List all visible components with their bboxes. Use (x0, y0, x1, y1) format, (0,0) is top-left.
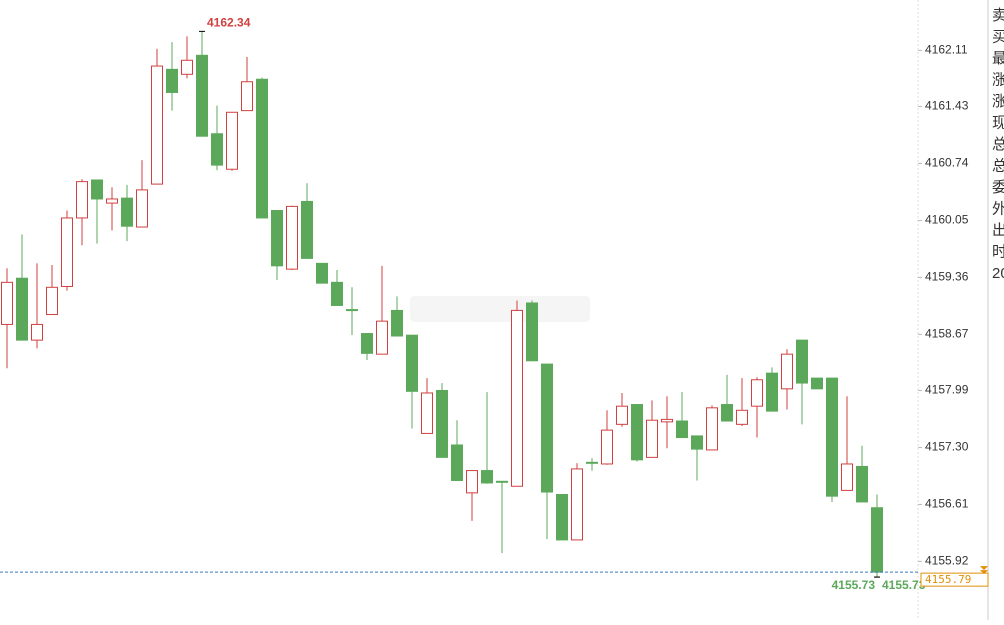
candle-body (751, 379, 763, 407)
candle-body (211, 133, 223, 166)
y-tick-label: 4158.67 (925, 327, 969, 341)
candle-body (226, 111, 238, 170)
candle-body (631, 404, 643, 461)
side-panel-label: 委 (992, 179, 1004, 196)
candle-body (481, 470, 493, 484)
side-panel-label: 出 (992, 222, 1004, 239)
candle-body (796, 339, 808, 384)
candle-body (301, 200, 313, 259)
candle-body (376, 320, 388, 355)
candle-body (241, 81, 253, 112)
y-tick-label: 4160.74 (925, 156, 969, 170)
y-tick-label: 4162.11 (925, 43, 968, 57)
candle-body (121, 197, 133, 227)
side-panel-label: 20 (992, 265, 1004, 282)
side-panel-label: 现 (992, 114, 1004, 131)
side-panel-label: 时 (992, 243, 1004, 260)
last-price-arrow (980, 566, 988, 575)
candle-body (91, 179, 103, 200)
y-tick-label: 4157.99 (925, 383, 969, 397)
y-tick-label: 4160.05 (925, 213, 969, 227)
candle-body (616, 405, 628, 425)
candle-body (586, 461, 598, 464)
candle-body (196, 54, 208, 137)
candle-body (181, 59, 193, 75)
blurred-overlay (410, 296, 590, 322)
candle-body (691, 435, 703, 450)
candle-body (31, 323, 43, 341)
candle-body (286, 205, 298, 270)
candle-body (541, 363, 553, 493)
candle-body (436, 389, 448, 458)
candle-body (46, 286, 58, 316)
y-tick-label: 4156.61 (925, 497, 969, 511)
low-label: 4155.73 (832, 578, 876, 592)
candle-body (676, 420, 688, 439)
candle-body (271, 210, 283, 267)
candle-body (166, 68, 178, 93)
side-panel-label: 涨 (992, 71, 1004, 88)
candle-body (76, 181, 88, 219)
last-price-box (920, 572, 989, 587)
candle-body (781, 353, 793, 390)
candle-body (331, 281, 343, 306)
y-tick-label: 4161.43 (925, 99, 969, 113)
candle-body (406, 334, 418, 392)
candle-body (556, 494, 568, 541)
candle-body (346, 309, 358, 312)
candle-body (391, 309, 403, 337)
candle-body (646, 419, 658, 458)
side-panel-label: 总 (992, 136, 1004, 153)
candle-body (721, 404, 733, 422)
side-panel-label: 涨 (992, 93, 1004, 110)
candle-body (601, 429, 613, 465)
candle-body (826, 377, 838, 497)
candle-body (151, 65, 163, 185)
candle-body (811, 377, 823, 390)
low-label: 4155.73 (882, 578, 926, 592)
side-panel-label: 卖 (992, 7, 1004, 24)
side-panel-label: 总 (992, 157, 1004, 174)
candle-body (736, 409, 748, 425)
candle-body (1, 281, 13, 325)
side-panel-label: 外 (992, 200, 1004, 217)
candle-body (841, 463, 853, 491)
candle-body (706, 407, 718, 451)
y-tick-label: 4157.30 (925, 440, 969, 454)
candle-body (496, 480, 508, 483)
candle-body (136, 189, 148, 228)
side-panel-label: 买 (992, 28, 1004, 45)
candle-body (511, 309, 523, 487)
candle-body (421, 392, 433, 434)
candle-body (526, 302, 538, 362)
candle-body (856, 465, 868, 503)
candle-body (571, 468, 583, 541)
y-tick-label: 4159.36 (925, 270, 969, 284)
y-tick-label: 4155.92 (925, 554, 969, 568)
candle-body (451, 444, 463, 481)
side-panel-label: 最 (992, 50, 1004, 67)
candle-body (871, 507, 883, 573)
candle-body (316, 262, 328, 284)
candle-body (106, 198, 118, 204)
candle-body (466, 470, 478, 494)
candle-body (766, 372, 778, 412)
candle-body (361, 333, 373, 354)
candle-body (61, 217, 73, 287)
candle-body (16, 277, 28, 341)
candle-body (256, 78, 268, 219)
last-price-label: 4155.79 (925, 573, 971, 586)
candle-body (661, 418, 673, 423)
high-label: 4162.34 (207, 16, 251, 30)
